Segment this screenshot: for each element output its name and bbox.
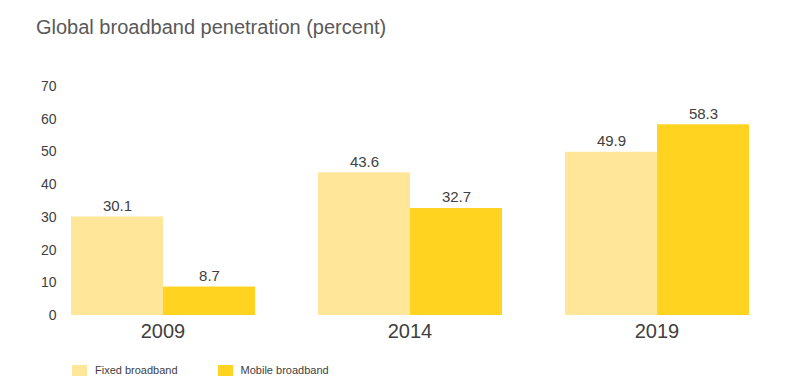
svg-text:30.1: 30.1 [103, 197, 132, 214]
svg-text:2014: 2014 [388, 320, 433, 342]
html-text:Mobile broadband: Mobile broadband [240, 364, 329, 376]
svg-text:58.3: 58.3 [689, 105, 718, 122]
svg-text:50: 50 [41, 143, 57, 159]
svg-text:20: 20 [41, 242, 57, 258]
svg-text:40: 40 [41, 176, 57, 192]
svg-text:2019: 2019 [635, 320, 680, 342]
svg-text:0: 0 [49, 307, 57, 323]
svg-text:70: 70 [41, 78, 57, 94]
svg-text:2009: 2009 [141, 320, 186, 342]
svg-text:8.7: 8.7 [199, 267, 220, 284]
svg-text:32.7: 32.7 [442, 188, 471, 205]
svg-text:49.9: 49.9 [597, 132, 626, 149]
html-text:Fixed broadband: Fixed broadband [95, 364, 178, 376]
svg-text:60: 60 [41, 111, 57, 127]
svg-text:30: 30 [41, 209, 57, 225]
svg-text:10: 10 [41, 274, 57, 290]
svg-text:43.6: 43.6 [350, 153, 379, 170]
html-text:Global broadband penetration (: Global broadband penetration (percent) [36, 16, 387, 38]
